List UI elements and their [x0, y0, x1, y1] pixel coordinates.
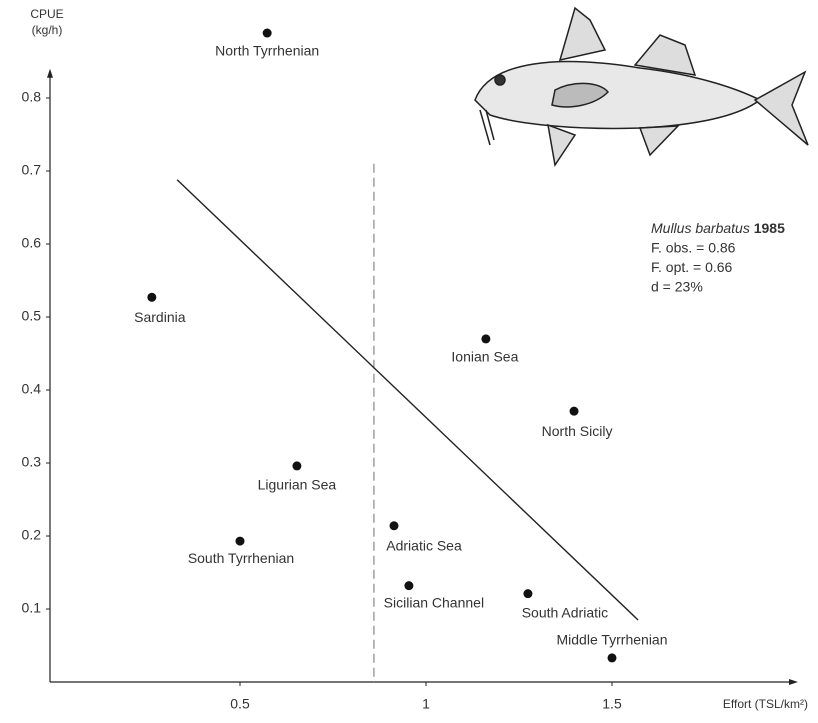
y-axis-arrow — [47, 68, 53, 78]
annotation-title: Mullus barbatus 1985 — [651, 220, 785, 236]
point — [569, 406, 579, 416]
y-tick-label: 0.3 — [22, 454, 42, 470]
y-tick-label: 0.8 — [22, 89, 42, 105]
annotation-line: d = 23% — [651, 279, 703, 295]
annotation-line: F. obs. = 0.86 — [651, 240, 736, 256]
point — [607, 653, 617, 663]
trend-line — [176, 179, 639, 621]
point-label: Middle Tyrrhenian — [556, 632, 667, 648]
point — [481, 334, 491, 344]
y-tick-label: 0.6 — [22, 235, 42, 251]
point-label: Ionian Sea — [451, 349, 518, 365]
x-axis-label: Effort (TSL/km²) — [723, 697, 808, 711]
point — [389, 521, 399, 531]
point-label: South Tyrrhenian — [188, 550, 294, 566]
point-label: Adriatic Sea — [386, 537, 462, 553]
y-tick-label: 0.5 — [22, 308, 42, 324]
point-label: Ligurian Sea — [258, 477, 337, 493]
x-tick-label: 1 — [422, 696, 430, 712]
y-axis-label: (kg/h) — [32, 23, 63, 37]
point — [292, 461, 302, 471]
point-label: Sicilian Channel — [384, 594, 484, 610]
x-tick-label: 0.5 — [230, 696, 250, 712]
point-label: South Adriatic — [522, 604, 608, 620]
y-tick-label: 0.7 — [22, 162, 42, 178]
point — [262, 28, 272, 38]
year: 1985 — [754, 220, 785, 236]
point — [404, 581, 414, 591]
x-axis-arrow — [789, 679, 798, 685]
point-label: North Tyrrhenian — [215, 43, 319, 59]
fish-illustration — [474, 6, 809, 167]
point — [523, 589, 533, 599]
point-label: Sardinia — [134, 309, 186, 325]
annotation-line: F. opt. = 0.66 — [651, 259, 733, 275]
point — [147, 292, 157, 302]
y-tick-label: 0.4 — [22, 381, 42, 397]
species-name: Mullus barbatus — [651, 220, 750, 236]
y-tick-label: 0.2 — [22, 527, 42, 543]
point-label: North Sicily — [542, 423, 613, 439]
y-axis-label: CPUE — [30, 7, 63, 21]
point — [235, 536, 245, 546]
x-tick-label: 1.5 — [602, 696, 622, 712]
y-tick-label: 0.1 — [22, 600, 42, 616]
